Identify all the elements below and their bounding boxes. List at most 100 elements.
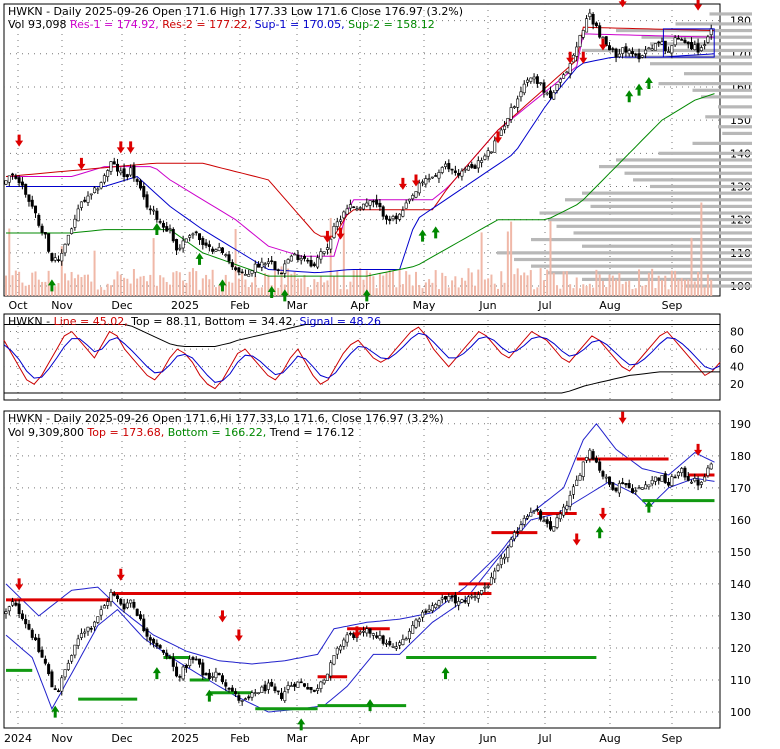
volume-bar [188,271,191,296]
volume-bar [244,279,247,296]
volume-bar [87,274,89,296]
volume-bar [683,279,686,296]
volume-bar [500,271,503,296]
volume-bar [70,271,73,296]
candle-body [542,520,546,522]
volume-bar [513,274,516,296]
candle-body [250,270,254,274]
candle-body [529,512,533,517]
buy-arrow-icon [297,718,306,731]
volume-bar [214,287,217,296]
volume-bar [205,274,208,296]
y-tick-label: 60 [730,343,744,356]
x-tick-label: Jul [537,732,551,745]
candle-body [122,168,126,177]
volume-bar [93,250,96,296]
volume-at-price-bar [582,191,752,195]
volume-bar [54,286,57,296]
candle-body [312,689,316,692]
candle-body [11,601,15,606]
candle-body [696,479,700,486]
candle-body [476,594,480,599]
candle-body [345,208,349,215]
volume-bar [362,279,365,296]
candle-body [322,251,326,254]
volume-at-price-bar [548,218,752,222]
candle-body [676,471,680,477]
candle-body [47,664,51,675]
candle-body [362,630,366,633]
candle-body [483,155,487,160]
volume-bar [549,220,552,296]
volume-bar [382,275,385,296]
sell-arrow-icon [218,610,227,623]
volume-at-price-bar [692,88,752,92]
candle-body [129,167,133,176]
volume-bar [96,289,99,296]
candle-body [194,658,198,661]
candle-body [470,164,474,168]
candle-body [299,681,303,684]
sell-arrow-icon [694,0,703,11]
candle-body [302,255,306,259]
x-tick-label: Feb [230,299,249,312]
candle-body [558,78,562,83]
candle-body [690,42,694,50]
panel-frame [3,313,721,401]
volume-bar [336,270,339,296]
candle-body [89,193,93,196]
volume-bar [175,271,178,296]
buy-arrow-icon [47,279,56,292]
candle-body [483,586,487,589]
volume-bar [333,276,335,296]
volume-bar [218,285,221,296]
candle-body [224,682,228,687]
candle-body [125,602,129,608]
volume-bar [575,277,578,296]
candle-body [470,595,474,598]
candle-body [355,208,359,211]
volume-bar [103,289,106,296]
volume-bar [185,282,188,296]
candle-body [604,36,608,47]
volume-bar [595,269,598,296]
candle-body [663,40,667,51]
volume-bar [316,281,319,296]
candle-body [552,92,556,100]
candle-body [424,610,428,613]
volume-bar [644,285,647,296]
candle-body [375,635,379,638]
candle-body [270,260,274,263]
volume-bar [155,285,158,296]
volume-bar [306,287,309,296]
oscillator-line [4,324,720,347]
volume-bar [346,289,349,296]
volume-bar [697,271,700,296]
volume-bar [18,271,21,296]
candle-body [181,240,185,249]
candle-body [243,273,247,276]
candle-body [325,673,329,681]
candle-body [539,510,543,520]
volume-bar [290,273,293,296]
candle-body [476,160,480,169]
candle-body [53,257,57,261]
sell-arrow-icon [116,141,125,154]
volume-bar [369,272,372,296]
candle-body [608,476,612,485]
volume-at-price-bar [722,131,752,136]
volume-bar [126,278,129,296]
sell-arrow-icon [598,507,607,520]
buy-arrow-icon [51,705,60,718]
volume-at-price-bar [616,158,752,162]
candle-body [296,254,300,260]
volume-bar [11,275,14,296]
volume-bar [467,268,470,296]
candle-body [424,178,428,185]
candle-body [450,168,454,171]
header-item: Vol 9,309,800 [8,426,84,439]
volume-at-price-bar [590,204,752,209]
candle-body [526,516,530,519]
candle-body [220,247,224,253]
x-tick-label: Apr [350,299,370,312]
